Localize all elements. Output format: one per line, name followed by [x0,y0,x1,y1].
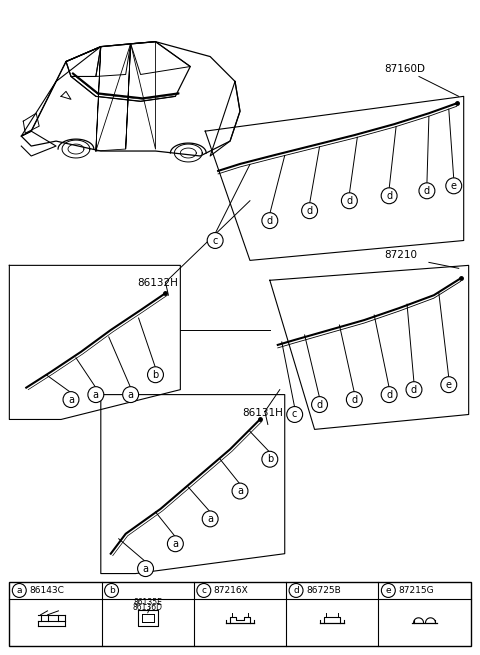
Circle shape [197,584,211,597]
Bar [9,582,471,646]
Text: d: d [293,586,299,595]
Text: d: d [386,191,392,201]
Circle shape [287,407,302,422]
Circle shape [147,367,164,383]
Circle shape [232,483,248,499]
Text: e: e [385,586,391,595]
Text: b: b [152,369,158,380]
Text: a: a [207,514,213,524]
Circle shape [63,392,79,407]
Circle shape [347,392,362,407]
Text: c: c [292,409,298,419]
Text: e: e [451,181,457,191]
Circle shape [262,213,278,229]
Circle shape [123,386,139,403]
Circle shape [406,382,422,398]
Text: 87215G: 87215G [398,586,434,595]
Circle shape [262,451,278,467]
Text: a: a [128,390,133,400]
Text: c: c [201,586,206,595]
Text: b: b [267,454,273,464]
Circle shape [202,511,218,527]
Text: a: a [172,539,179,549]
Text: 87160D: 87160D [384,64,425,73]
Text: 86132H: 86132H [137,278,179,288]
Circle shape [88,386,104,403]
Text: 87216X: 87216X [214,586,249,595]
Text: a: a [143,563,148,574]
Text: 86143C: 86143C [29,586,64,595]
Text: d: d [351,394,358,405]
Circle shape [105,584,119,597]
Text: a: a [237,486,243,496]
Text: d: d [316,400,323,409]
Text: a: a [93,390,99,400]
Text: d: d [411,384,417,395]
Text: 86135E: 86135E [133,598,162,607]
Text: b: b [108,586,114,595]
Text: d: d [307,206,312,215]
Circle shape [381,188,397,204]
Text: c: c [213,236,218,246]
Circle shape [382,584,396,597]
Text: a: a [68,394,74,405]
Circle shape [312,396,327,413]
Circle shape [168,536,183,552]
Circle shape [341,193,357,209]
Circle shape [289,584,303,597]
Text: a: a [16,586,22,595]
Circle shape [12,584,26,597]
Text: d: d [346,196,352,206]
Circle shape [446,178,462,194]
Text: e: e [446,380,452,390]
Text: d: d [386,390,392,400]
Circle shape [207,233,223,248]
Circle shape [381,386,397,403]
Text: 86725B: 86725B [306,586,341,595]
Text: 86136D: 86136D [133,603,163,612]
Text: 86131H: 86131H [242,407,283,417]
Circle shape [419,183,435,198]
Text: 87210: 87210 [384,250,417,261]
Circle shape [441,377,457,392]
Text: d: d [267,215,273,225]
Circle shape [301,203,318,219]
Circle shape [138,561,154,576]
Text: d: d [424,186,430,196]
